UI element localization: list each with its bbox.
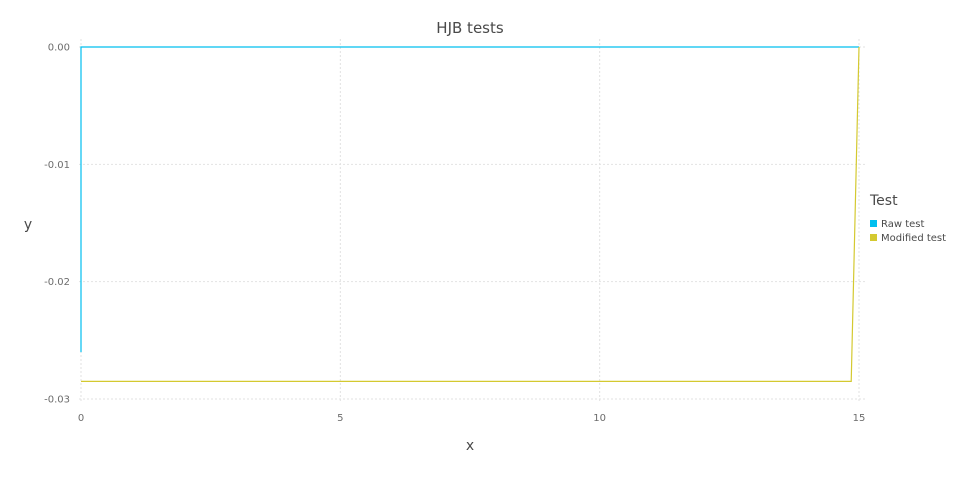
y-tick-label: -0.01 [44,160,70,171]
x-tick-label: 10 [593,413,606,424]
legend-label: Modified test [881,233,946,244]
y-axis-title: y [24,217,32,233]
x-tick-label: 0 [78,413,84,424]
y-tick-label: -0.03 [44,395,70,406]
series-line-2 [81,46,860,382]
y-tick-label: -0.02 [44,277,70,288]
legend-items: Raw test Modified test [870,219,946,244]
legend-label: Raw test [881,219,924,230]
series-layer [80,46,860,382]
x-tick-label: 15 [853,413,866,424]
x-tick-label: 5 [337,413,343,424]
legend-swatch [870,234,877,241]
legend-swatch [870,220,877,227]
y-axis-ticks: 0.00 -0.01 -0.02 -0.03 [44,43,70,406]
grid [79,39,865,401]
legend: Test Raw test Modified test [869,193,946,244]
x-axis-ticks: 0 5 10 15 [78,413,866,424]
legend-title: Test [869,193,898,209]
x-axis-title: x [466,438,474,454]
series-line-1 [80,46,859,353]
y-tick-label: 0.00 [48,43,70,54]
chart-title: HJB tests [436,19,504,37]
